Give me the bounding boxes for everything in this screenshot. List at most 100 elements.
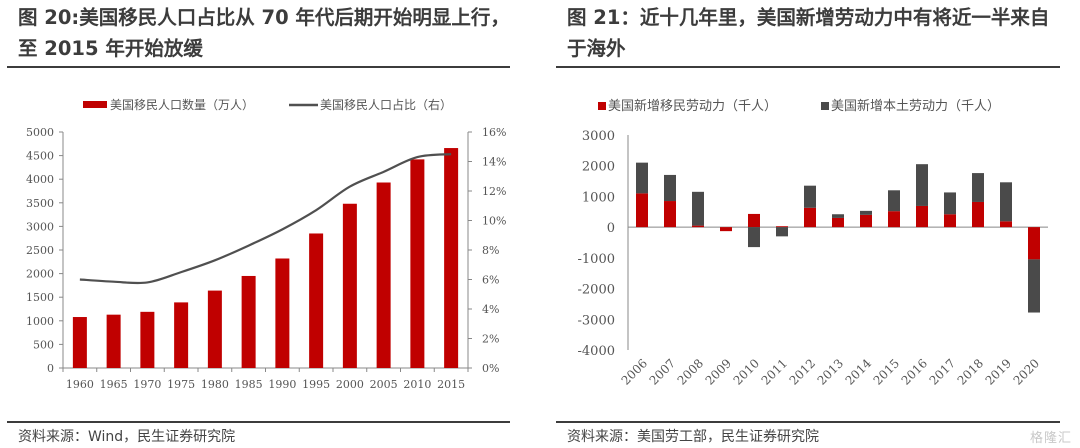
watermark-logo: 格隆汇 [1029,431,1072,446]
bar-native-labor [1000,182,1012,222]
y-tick-label-left: 1000 [26,315,54,328]
x-tick-label: 2006 [619,356,650,387]
bar-native-labor [860,210,872,215]
y-tick-label: 1000 [582,190,615,205]
bar-native-labor [972,173,984,202]
bar-immigrant-population [275,258,290,368]
y-tick-label: -2000 [578,283,615,298]
bar-immigrant-labor [888,211,900,228]
x-tick-label: 2005 [370,378,398,391]
labor-force-chart: 美国新增移民劳动力（千人） 美国新增本土劳动力（千人） -4000 -3000 -2… [578,98,1048,388]
legend-label-line: 美国移民人口占比（右） [320,97,452,112]
bar-immigrant-labor [860,214,872,228]
legend-label-immigrant: 美国新增移民劳动力（千人） [608,98,777,114]
bar-immigrant-labor [916,205,928,228]
x-tick-label: 2015 [871,356,902,387]
y-tick-label-left: 3000 [26,220,54,233]
x-tick-label: 1980 [201,378,229,391]
bar-immigrant-population [309,233,324,368]
y-tick-label-left: 4500 [26,150,54,163]
y-tick-label: -4000 [578,344,615,359]
y-tick-label-right: 6% [482,274,499,287]
y-tick-label: 3000 [582,129,615,144]
bar-immigrant-labor [748,213,760,228]
bar-immigrant-labor [944,214,956,228]
x-tick-label: 2011 [759,356,790,387]
x-tick-label: 2014 [843,356,875,388]
bar-immigrant-labor [1028,227,1040,260]
y-tick-label-right: 16% [482,126,506,139]
x-tick-label: 1995 [302,378,330,391]
x-tick-label: 2018 [955,356,986,387]
bar-immigrant-population [444,148,459,368]
legend-swatch-bar [83,101,107,108]
bar-immigrant-labor [832,217,844,228]
x-tick-label: 2013 [815,356,846,387]
bar-immigrant-population [410,159,425,368]
y-tick-label-left: 4000 [26,173,54,186]
x-tick-label: 1970 [133,378,161,391]
bar-immigrant-population [376,182,391,368]
source-note: 资料来源：Wind，民生证券研究院 [18,429,236,445]
title-divider [556,66,1060,68]
y-tick-label: 0 [607,221,615,236]
y-tick-label: 2000 [582,160,615,175]
legend-swatch-immigrant [598,102,606,110]
bar-immigrant-population [106,314,121,368]
source-divider [7,421,510,423]
y-tick-label-left: 500 [33,338,54,351]
x-tick-label: 2010 [731,356,762,387]
x-tick-label: 1960 [66,378,94,391]
y-tick-label-right: 0% [482,362,499,375]
y-tick-label-left: 1500 [26,291,54,304]
legend-label-native: 美国新增本土劳动力（千人） [831,98,1000,114]
y-tick-label-right: 14% [482,156,506,169]
bar-native-labor [916,164,928,206]
x-tick-label: 1990 [268,378,296,391]
x-tick-label: 1985 [235,378,263,391]
bar-immigrant-labor [804,207,816,228]
bar-immigrant-population [342,203,357,368]
right-figure: 图 21：近十几年里，美国新增劳动力中有将近一半来自于海外 美国新增移民劳动力（… [540,0,1080,448]
bar-native-labor [888,190,900,212]
x-tick-label: 2017 [927,356,958,387]
y-tick-label-right: 8% [482,244,499,257]
bar-immigrant-labor [1000,221,1012,228]
line-immigrant-share [79,153,452,285]
bar-immigrant-population [241,275,256,368]
bar-native-labor [692,191,704,226]
legend-swatch-native [821,102,829,110]
bar-immigrant-labor [720,227,732,232]
source-divider [556,421,1060,423]
legend: 美国移民人口数量（万人） 美国移民人口占比（右） [83,97,452,112]
x-tick-label: 1975 [167,378,195,391]
bar-native-labor [944,192,956,215]
bar-immigrant-population [207,290,222,368]
x-tick-label: 2019 [983,356,1014,387]
y-tick-label-right: 10% [482,215,506,228]
bar-immigrant-population [72,317,87,368]
bar-immigrant-population [174,302,189,368]
bar-immigrant-labor [636,193,648,228]
bar-native-labor [664,174,676,202]
y-tick-label-left: 0 [47,362,54,375]
figure-title: 图 20:美国移民人口占比从 70 年代后期开始明显上行，至 2015 年开始放… [18,6,510,60]
bar-native-labor [636,162,648,194]
y-tick-label-left: 3500 [26,197,54,210]
y-tick-label-left: 2500 [26,244,54,257]
y-tick-label-right: 12% [482,185,506,198]
x-tick-label: 2007 [647,356,678,387]
bar-native-labor [776,227,788,237]
y-tick-label-left: 2000 [26,268,54,281]
x-tick-label: 2020 [1011,356,1042,387]
y-tick-label: -1000 [578,252,615,267]
bar-native-labor [748,227,760,248]
x-tick-label: 2016 [899,356,930,387]
y-tick-label: -3000 [578,313,615,328]
x-tick-label: 1965 [100,378,128,391]
x-tick-label: 2009 [703,356,734,387]
bar-immigrant-labor [664,201,676,228]
title-divider [7,66,510,68]
bar-native-labor [832,214,844,218]
x-tick-label: 2000 [336,378,364,391]
